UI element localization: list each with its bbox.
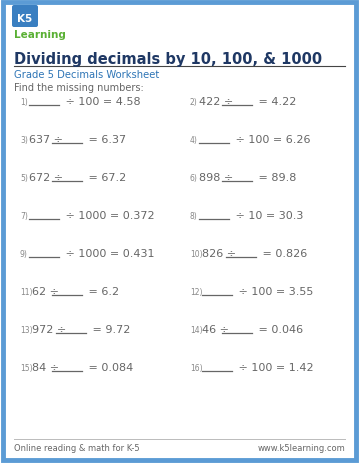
Text: 14): 14): [190, 325, 202, 334]
Text: 3): 3): [20, 136, 28, 144]
Text: 8): 8): [190, 212, 198, 220]
Text: 5): 5): [20, 174, 28, 182]
Text: Grade 5 Decimals Worksheet: Grade 5 Decimals Worksheet: [14, 70, 159, 80]
Text: 672 ÷: 672 ÷: [29, 173, 66, 182]
Text: 637 ÷: 637 ÷: [29, 135, 66, 144]
Text: = 0.826: = 0.826: [259, 249, 307, 258]
Text: = 6.37: = 6.37: [85, 135, 126, 144]
Text: = 67.2: = 67.2: [85, 173, 127, 182]
Text: www.k5learning.com: www.k5learning.com: [257, 443, 345, 452]
Text: 15): 15): [20, 363, 33, 372]
Text: Learning: Learning: [14, 30, 66, 40]
Text: 84 ÷: 84 ÷: [32, 362, 63, 372]
Text: ÷ 100 = 1.42: ÷ 100 = 1.42: [236, 362, 314, 372]
Text: = 9.72: = 9.72: [89, 324, 131, 334]
Text: 11): 11): [20, 288, 33, 296]
Text: Dividing decimals by 10, 100, & 1000: Dividing decimals by 10, 100, & 1000: [14, 52, 322, 67]
Text: 1): 1): [20, 98, 28, 107]
Text: = 0.046: = 0.046: [255, 324, 303, 334]
Text: 12): 12): [190, 288, 202, 296]
Text: 7): 7): [20, 212, 28, 220]
Text: 422 ÷: 422 ÷: [199, 97, 236, 107]
Text: = 4.22: = 4.22: [255, 97, 297, 107]
Text: Find the missing numbers:: Find the missing numbers:: [14, 83, 144, 93]
Text: ÷ 100 = 3.55: ÷ 100 = 3.55: [236, 287, 314, 296]
Text: ÷ 100 = 4.58: ÷ 100 = 4.58: [62, 97, 140, 107]
Text: 46 ÷: 46 ÷: [202, 324, 233, 334]
Text: 898 ÷: 898 ÷: [199, 173, 236, 182]
Text: 4): 4): [190, 136, 198, 144]
Text: = 89.8: = 89.8: [255, 173, 297, 182]
Text: 13): 13): [20, 325, 33, 334]
Text: 16): 16): [190, 363, 202, 372]
Text: 2): 2): [190, 98, 198, 107]
Text: ÷ 1000 = 0.372: ÷ 1000 = 0.372: [62, 211, 154, 220]
Text: 826 ÷: 826 ÷: [202, 249, 240, 258]
FancyBboxPatch shape: [12, 6, 38, 28]
Text: 10): 10): [190, 250, 202, 258]
Text: ÷ 10 = 30.3: ÷ 10 = 30.3: [232, 211, 303, 220]
Text: 972 ÷: 972 ÷: [32, 324, 70, 334]
Text: ÷ 100 = 6.26: ÷ 100 = 6.26: [232, 135, 310, 144]
Text: = 6.2: = 6.2: [85, 287, 119, 296]
Text: K5: K5: [17, 14, 33, 24]
Text: ÷ 1000 = 0.431: ÷ 1000 = 0.431: [62, 249, 154, 258]
Text: = 0.084: = 0.084: [85, 362, 134, 372]
Text: 62 ÷: 62 ÷: [32, 287, 63, 296]
Text: Online reading & math for K-5: Online reading & math for K-5: [14, 443, 140, 452]
FancyBboxPatch shape: [3, 3, 356, 460]
Text: 9): 9): [20, 250, 28, 258]
Text: 6): 6): [190, 174, 198, 182]
